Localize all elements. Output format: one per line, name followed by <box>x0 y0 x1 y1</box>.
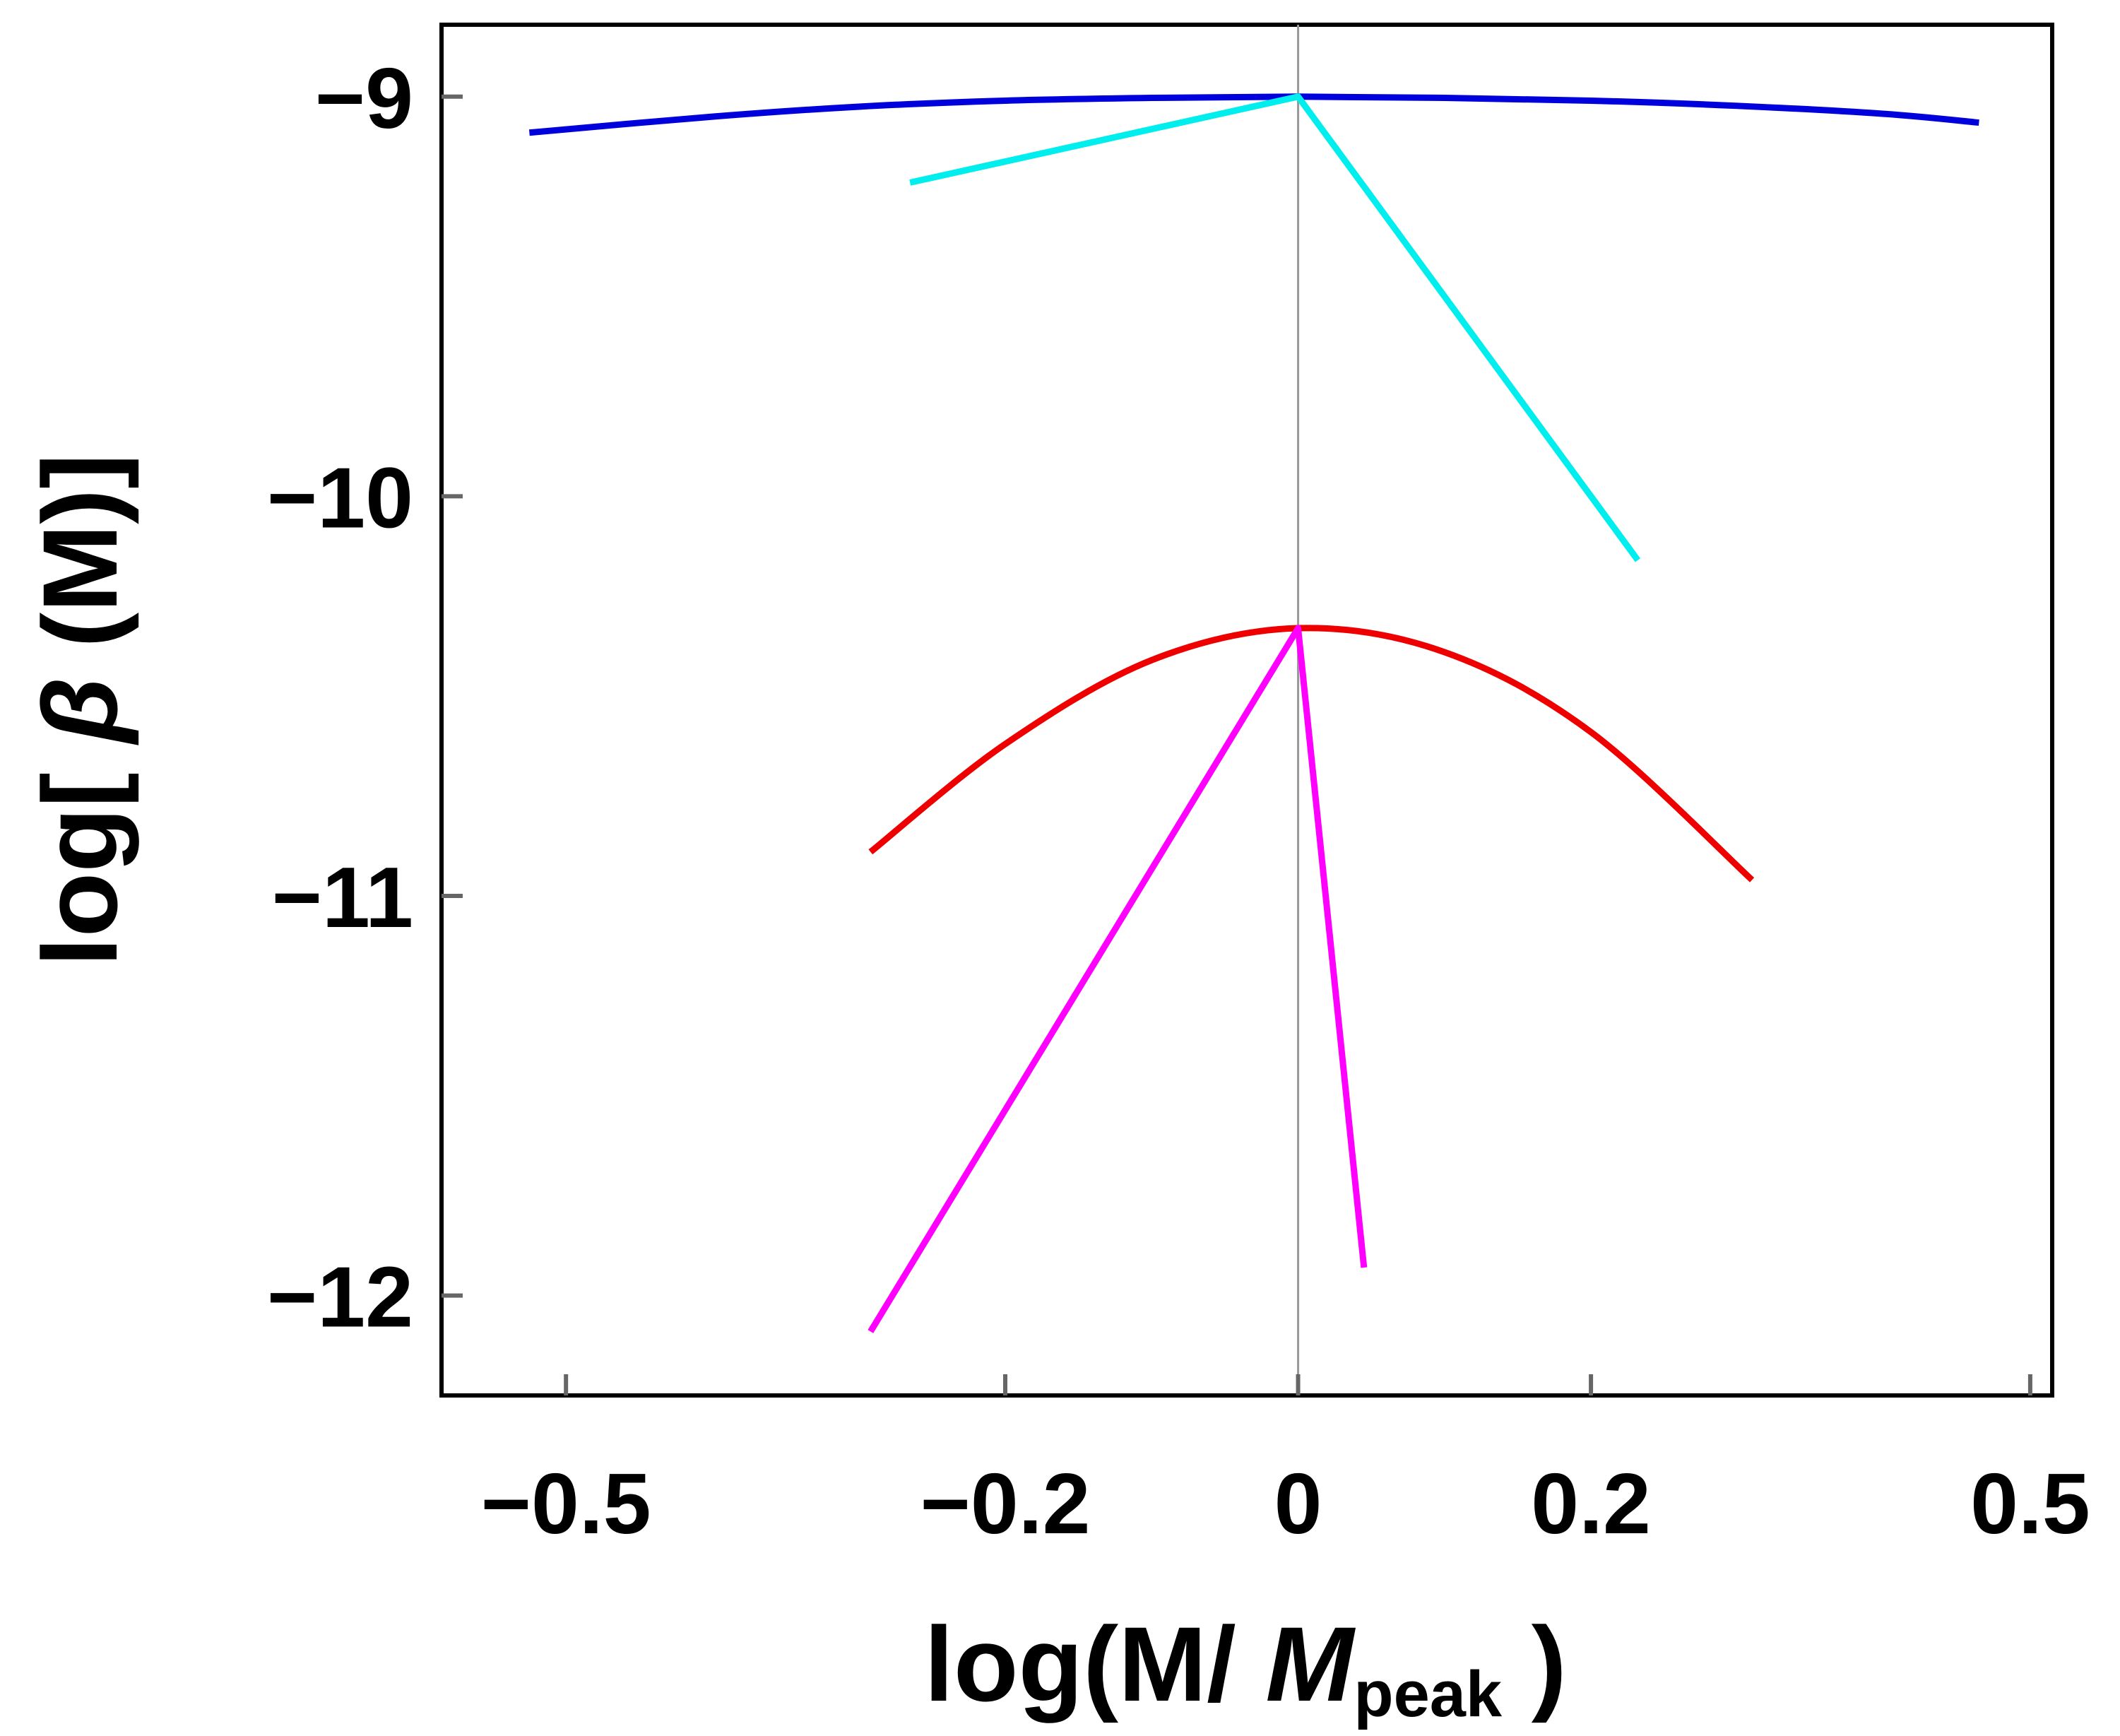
y-tick-label: −10 <box>267 449 413 545</box>
y-tick-label: −12 <box>267 1249 413 1345</box>
series-line-cyan <box>909 93 1641 562</box>
x-tick-label: −0.2 <box>920 1455 1091 1552</box>
x-tick-label: 0.5 <box>1970 1455 2090 1552</box>
series-line-magenta <box>867 625 1368 1333</box>
plot-frame <box>439 23 2054 1398</box>
x-tick-label: −0.5 <box>481 1455 651 1552</box>
x-axis-title: log(M/ Mpeak ) <box>924 1605 1566 1730</box>
y-axis-ticks: −9 −10 −11 −12 <box>267 50 463 1345</box>
y-tick-label: −9 <box>315 50 413 146</box>
series-line-blue <box>528 93 1979 136</box>
series-group <box>528 93 1979 1333</box>
y-axis-title: log[ β (M)] <box>20 454 139 967</box>
x-tick-label: 0.2 <box>1531 1455 1651 1552</box>
x-axis-ticks: −0.5 −0.2 0 0.2 0.5 <box>481 1374 2090 1552</box>
y-tick-label: −11 <box>272 849 413 945</box>
x-tick-label: 0 <box>1274 1455 1322 1552</box>
